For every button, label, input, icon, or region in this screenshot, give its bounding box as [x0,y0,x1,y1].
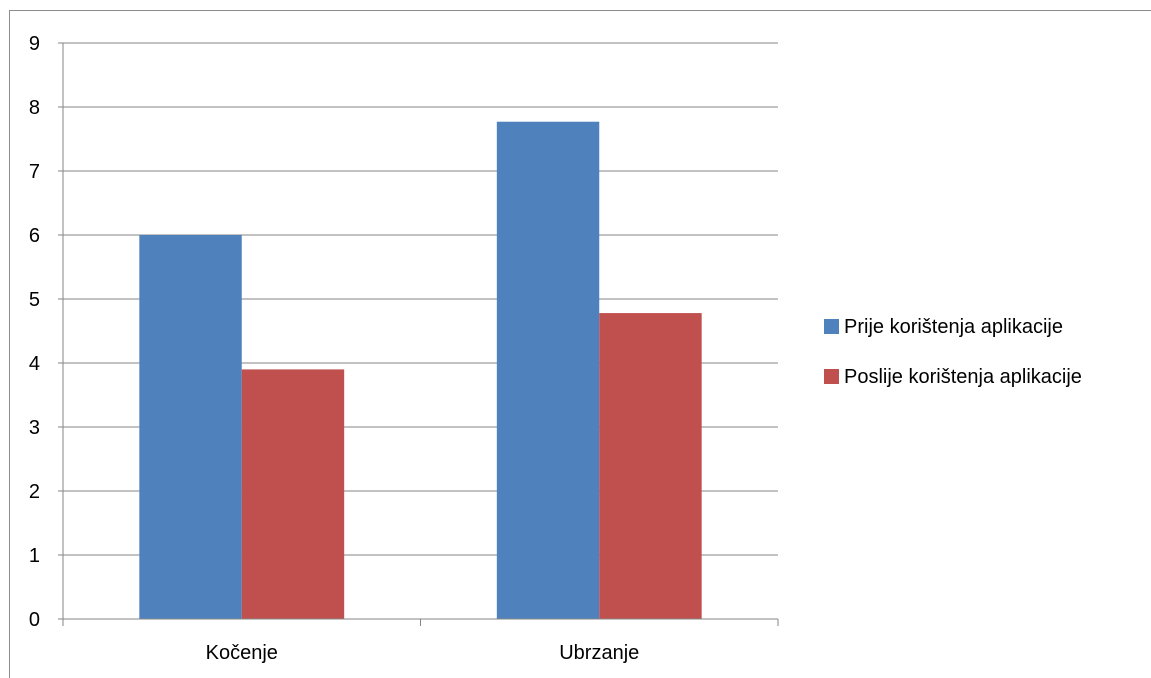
x-category-label: Kočenje [206,642,278,664]
y-tick-label: 7 [29,161,40,183]
legend-label-0: Prije korištenja aplikacije [844,316,1063,338]
axes: 0 1 2 3 4 5 6 7 8 9 Kočenje Ubrzanje [29,33,779,664]
y-tick-label: 0 [29,609,40,631]
bar-prije-1 [496,121,600,619]
y-tick-label: 4 [29,353,40,375]
bar-prije-0 [139,235,242,619]
y-tick-label: 2 [29,481,40,503]
y-tick-label: 1 [29,545,40,567]
bar-poslije-1 [599,313,702,619]
x-category-label: Ubrzanje [559,642,639,664]
bars [139,121,702,619]
legend: Prije korištenja aplikacije Poslije koriš… [824,316,1082,388]
y-tick-label: 5 [29,289,40,311]
legend-swatch-1 [824,369,839,384]
y-tick-label: 9 [29,33,40,55]
legend-label-1: Poslije korištenja aplikacije [844,366,1082,388]
legend-swatch-0 [824,319,839,334]
y-tick-label: 6 [29,225,40,247]
y-tick-label: 3 [29,417,40,439]
bar-poslije-0 [241,369,345,619]
y-tick-label: 8 [29,97,40,119]
